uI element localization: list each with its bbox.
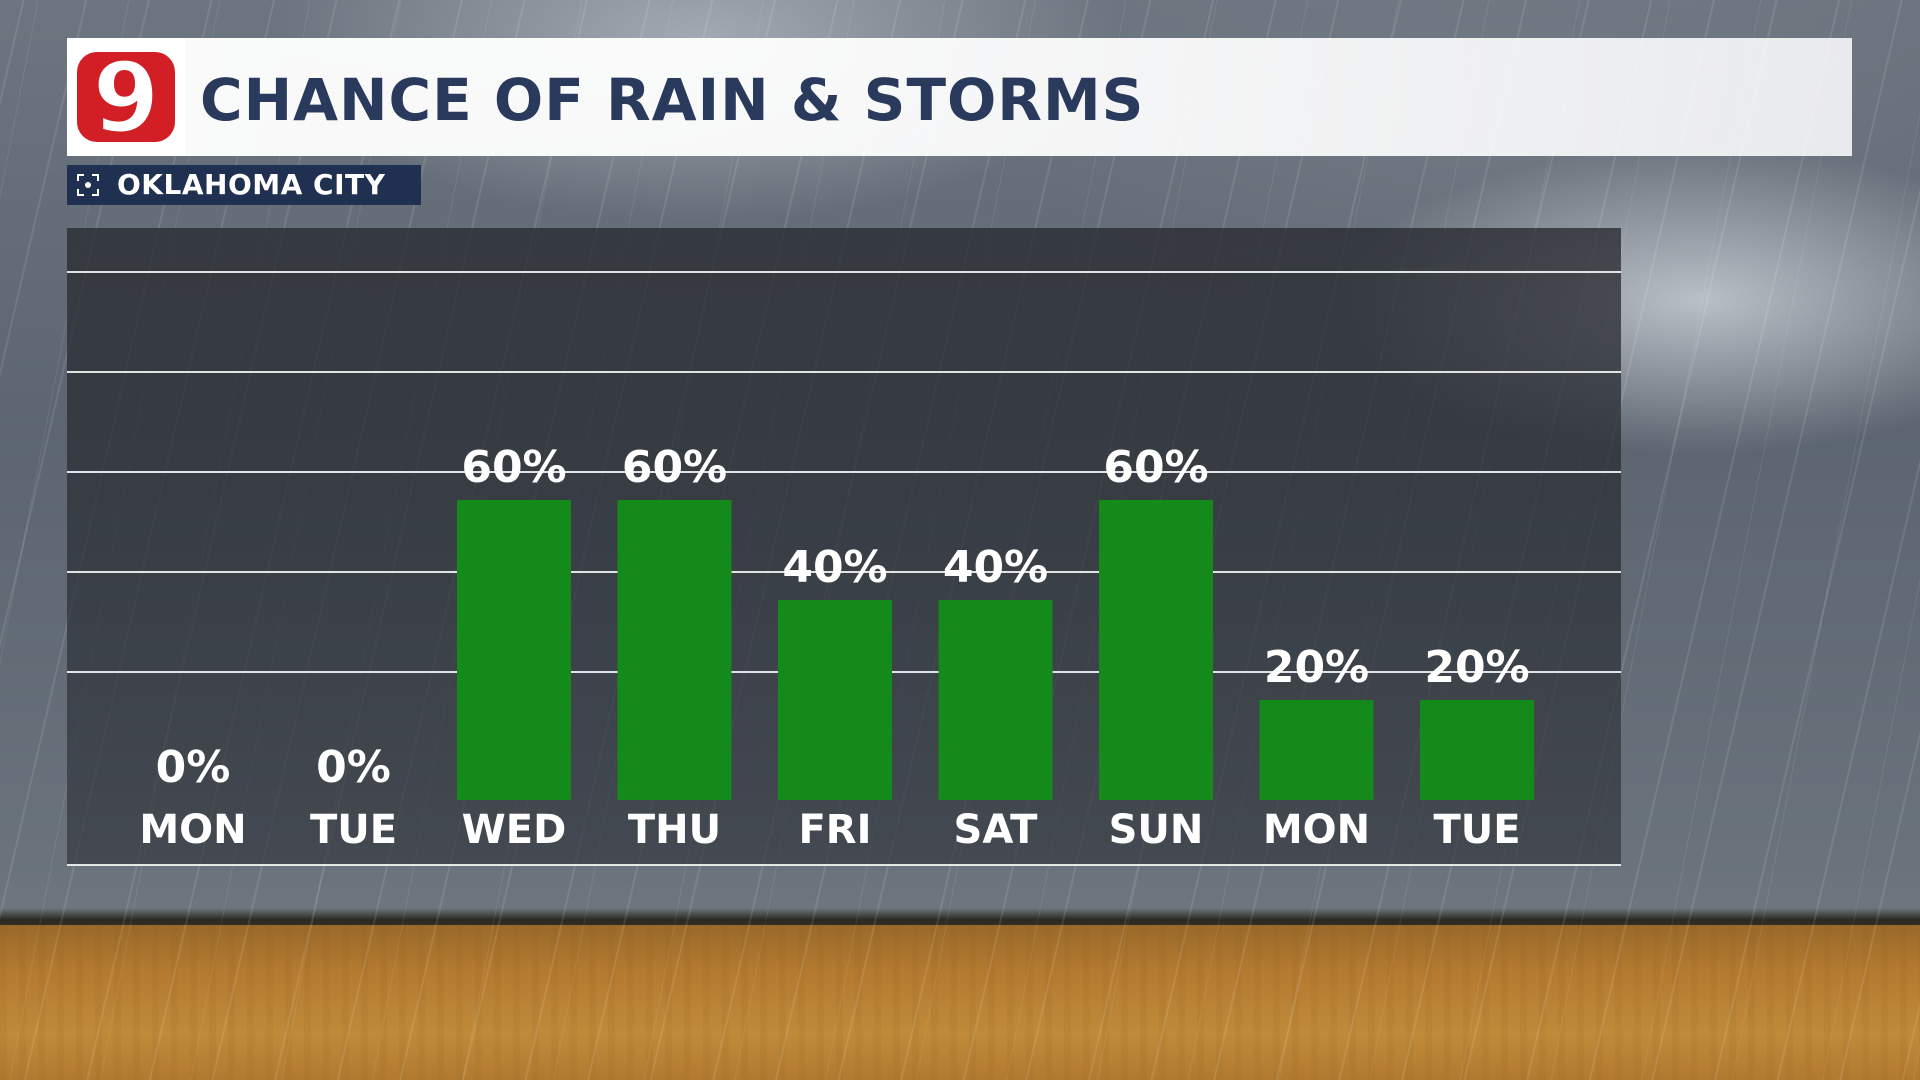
logo-text: 9 (93, 42, 160, 154)
bar-value-label: 60% (1103, 442, 1208, 493)
location-label: OKLAHOMA CITY (117, 168, 386, 201)
focus-target-icon (77, 174, 99, 196)
bar (778, 600, 892, 800)
bar (938, 600, 1053, 800)
day-label: SAT (954, 807, 1039, 853)
bar-value-label: 0% (156, 742, 231, 793)
day-label: MON (1263, 807, 1370, 853)
day-label: TUE (310, 807, 397, 853)
day-label: MON (139, 807, 246, 853)
bar-value-label: 40% (782, 542, 887, 593)
day-label: FRI (798, 807, 871, 853)
bar-value-label: 20% (1264, 642, 1369, 693)
wheat-field (0, 925, 1920, 1080)
bar-value-label: 20% (1424, 642, 1529, 693)
day-label: TUE (1433, 807, 1520, 853)
bar (1420, 700, 1534, 800)
channel-logo: 9 (67, 38, 185, 156)
day-label: THU (628, 807, 721, 853)
bar-value-label: 60% (461, 442, 566, 493)
day-label: SUN (1109, 807, 1204, 853)
bar (457, 500, 571, 800)
bar-value-label: 60% (622, 442, 727, 493)
location-badge: OKLAHOMA CITY (67, 165, 421, 205)
day-label: WED (462, 807, 567, 853)
bar (617, 500, 732, 800)
bar (1099, 500, 1213, 800)
title-bar (67, 38, 1852, 156)
bar (1259, 700, 1374, 800)
bar-value-label: 40% (943, 542, 1048, 593)
bar-value-label: 0% (316, 742, 391, 793)
channel-9-logo-icon: 9 (77, 41, 175, 155)
page-title: CHANCE OF RAIN & STORMS (200, 66, 1145, 134)
